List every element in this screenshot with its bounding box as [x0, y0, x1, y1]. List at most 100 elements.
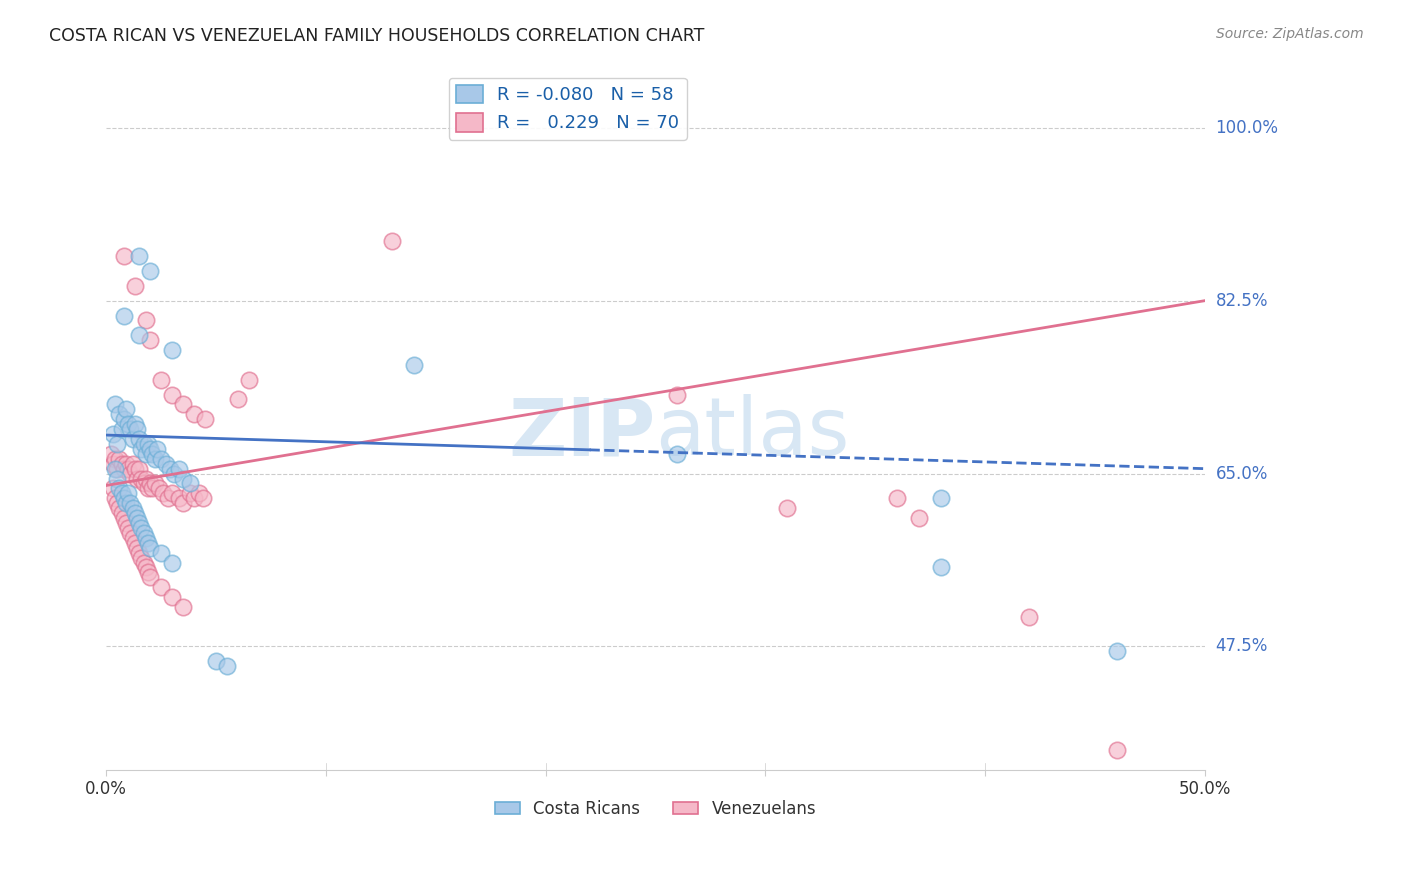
Point: [1018, 610, 1040, 624]
Point: [104, 397, 127, 411]
Point: [110, 506, 132, 520]
Point: [139, 333, 162, 347]
Point: [120, 422, 142, 436]
Point: [112, 511, 135, 525]
Point: [194, 412, 217, 426]
Point: [120, 496, 142, 510]
Point: [156, 491, 179, 506]
Point: [101, 457, 124, 471]
Point: [108, 407, 131, 421]
Point: [131, 521, 153, 535]
Point: [155, 457, 177, 471]
Point: [191, 491, 214, 506]
Point: [160, 556, 183, 570]
Point: [112, 412, 135, 426]
Point: [143, 451, 166, 466]
Text: Source: ZipAtlas.com: Source: ZipAtlas.com: [1216, 27, 1364, 41]
Point: [105, 437, 128, 451]
Point: [205, 654, 228, 668]
Point: [117, 417, 139, 432]
Point: [179, 476, 201, 491]
Point: [101, 427, 124, 442]
Point: [139, 476, 162, 491]
Point: [131, 471, 153, 485]
Point: [105, 496, 128, 510]
Point: [105, 471, 128, 485]
Point: [929, 491, 952, 506]
Point: [136, 482, 159, 496]
Point: [125, 422, 148, 436]
Point: [115, 402, 138, 417]
Point: [112, 249, 135, 263]
Point: [381, 235, 404, 249]
Point: [136, 566, 159, 580]
Point: [172, 496, 194, 510]
Point: [666, 387, 689, 401]
Point: [135, 313, 157, 327]
Point: [150, 451, 173, 466]
Point: [124, 535, 146, 549]
Point: [179, 486, 201, 500]
Point: [132, 476, 155, 491]
Point: [124, 278, 146, 293]
Point: [108, 482, 131, 496]
Point: [886, 491, 908, 506]
Point: [117, 521, 139, 535]
Point: [112, 309, 135, 323]
Point: [402, 358, 425, 372]
Point: [131, 442, 153, 456]
Point: [187, 486, 209, 500]
Point: [776, 501, 799, 516]
Point: [238, 373, 260, 387]
Point: [108, 451, 131, 466]
Point: [117, 486, 139, 500]
Point: [908, 511, 931, 525]
Point: [110, 457, 132, 471]
Point: [115, 496, 138, 510]
Point: [139, 570, 162, 584]
Point: [132, 525, 155, 540]
Point: [128, 432, 150, 446]
Point: [159, 461, 181, 475]
Text: 65.0%: 65.0%: [1216, 465, 1268, 483]
Point: [115, 457, 138, 471]
Text: 47.5%: 47.5%: [1216, 638, 1268, 656]
Point: [128, 546, 150, 560]
Legend: Costa Ricans, Venezuelans: Costa Ricans, Venezuelans: [488, 794, 823, 825]
Point: [101, 482, 124, 496]
Point: [120, 525, 142, 540]
Point: [160, 590, 183, 604]
Text: COSTA RICAN VS VENEZUELAN FAMILY HOUSEHOLDS CORRELATION CHART: COSTA RICAN VS VENEZUELAN FAMILY HOUSEHO…: [49, 27, 704, 45]
Point: [141, 482, 163, 496]
Text: 82.5%: 82.5%: [1216, 292, 1268, 310]
Point: [152, 486, 174, 500]
Point: [136, 535, 159, 549]
Point: [125, 541, 148, 555]
Point: [929, 560, 952, 574]
Point: [121, 531, 143, 545]
Point: [143, 476, 166, 491]
Point: [172, 397, 194, 411]
Point: [150, 373, 173, 387]
Point: [135, 447, 157, 461]
Point: [110, 422, 132, 436]
Point: [1105, 644, 1128, 658]
Point: [135, 560, 157, 574]
Point: [128, 249, 150, 263]
Point: [226, 392, 249, 407]
Point: [121, 432, 143, 446]
Point: [172, 599, 194, 614]
Point: [215, 659, 238, 673]
Point: [121, 501, 143, 516]
Point: [100, 447, 122, 461]
Point: [104, 461, 127, 475]
Point: [1105, 743, 1128, 757]
Point: [128, 516, 150, 530]
Point: [145, 442, 167, 456]
Point: [135, 471, 157, 485]
Point: [183, 407, 205, 421]
Point: [139, 442, 162, 456]
Point: [115, 516, 138, 530]
Point: [172, 471, 194, 485]
Point: [108, 501, 131, 516]
